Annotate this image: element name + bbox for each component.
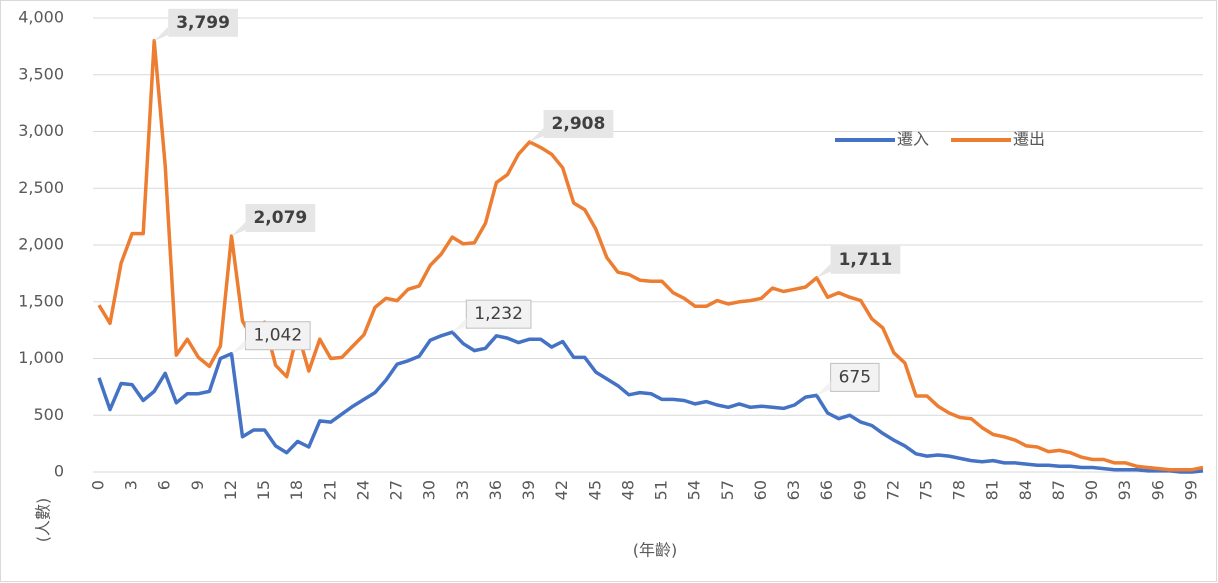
series-line — [97, 330, 1204, 474]
legend-label: 遷出 — [1013, 130, 1045, 149]
x-tick-label: 69 — [850, 480, 869, 500]
x-tick-label: 30 — [420, 480, 439, 500]
data-label: 3,799 — [176, 13, 230, 33]
data-label-pointer — [816, 263, 831, 278]
x-tick-label: 54 — [685, 480, 704, 500]
x-tick-label: 24 — [353, 480, 372, 500]
data-label-box — [830, 362, 880, 392]
x-tick-label: 90 — [1082, 480, 1101, 500]
y-tick-label: 3,000 — [18, 121, 64, 140]
x-tick-label: 84 — [1016, 480, 1035, 500]
x-tick-label: 0 — [89, 480, 108, 490]
x-tick-label: 18 — [287, 480, 306, 500]
y-tick-label: 3,500 — [18, 64, 64, 83]
data-label-pointer — [529, 127, 544, 142]
x-tick-label: 51 — [652, 480, 671, 500]
x-tick-label: 39 — [519, 480, 538, 500]
x-tick-label: 45 — [585, 480, 604, 500]
y-tick-label: 2,500 — [18, 178, 64, 197]
data-label: 1,042 — [253, 326, 302, 346]
y-tick-label: 0 — [54, 462, 64, 481]
data-label-pointer — [231, 222, 246, 237]
x-tick-label: 99 — [1181, 480, 1200, 500]
x-tick-label: 78 — [950, 480, 969, 500]
data-label: 1,711 — [839, 250, 893, 270]
x-tick-label: 6 — [155, 480, 174, 490]
x-axis-label: (年齡) — [633, 541, 678, 560]
data-label: 2,079 — [253, 208, 307, 228]
x-tick-label: 81 — [983, 480, 1002, 500]
x-tick-label: 66 — [817, 480, 836, 500]
legend-label: 遷入 — [897, 130, 929, 149]
x-tick-label: 21 — [320, 480, 339, 500]
x-tick-label: 42 — [552, 480, 571, 500]
data-label-pointer — [452, 318, 467, 333]
x-tick-label: 27 — [387, 480, 406, 500]
data-label-box — [244, 321, 311, 351]
x-tick-label: 3 — [122, 480, 141, 490]
y-tick-label: 4,000 — [18, 8, 64, 27]
x-tick-label: 93 — [1115, 480, 1134, 500]
data-label-pointer — [231, 339, 246, 354]
y-tick-label: 2,000 — [18, 235, 64, 254]
data-label: 2,908 — [552, 114, 606, 134]
x-tick-label: 96 — [1148, 480, 1167, 500]
data-label-pointer — [154, 26, 169, 41]
series-line — [97, 39, 1204, 472]
x-tick-label: 72 — [883, 480, 902, 500]
x-tick-label: 12 — [221, 480, 240, 500]
x-tick-label: 75 — [917, 480, 936, 500]
data-label-box — [168, 8, 238, 37]
x-tick-label: 63 — [784, 480, 803, 500]
y-tick-label: 500 — [33, 405, 64, 424]
x-tick-label: 87 — [1049, 480, 1068, 500]
y-axis-label: (人數) — [34, 498, 53, 543]
x-tick-label: 15 — [254, 480, 273, 500]
x-tick-label: 60 — [751, 480, 770, 500]
x-tick-label: 36 — [486, 480, 505, 500]
data-label-box — [830, 245, 901, 274]
data-label: 1,232 — [474, 304, 523, 324]
data-label-pointer — [816, 381, 831, 396]
data-label-box — [543, 109, 614, 138]
x-tick-label: 48 — [618, 480, 637, 500]
x-tick-label: 9 — [188, 480, 207, 490]
data-label-box — [465, 299, 532, 329]
data-label: 675 — [839, 367, 871, 387]
y-tick-label: 1,500 — [18, 291, 64, 310]
y-tick-label: 1,000 — [18, 348, 64, 367]
x-tick-label: 33 — [453, 480, 472, 500]
x-tick-label: 57 — [718, 480, 737, 500]
data-label-box — [245, 204, 316, 233]
